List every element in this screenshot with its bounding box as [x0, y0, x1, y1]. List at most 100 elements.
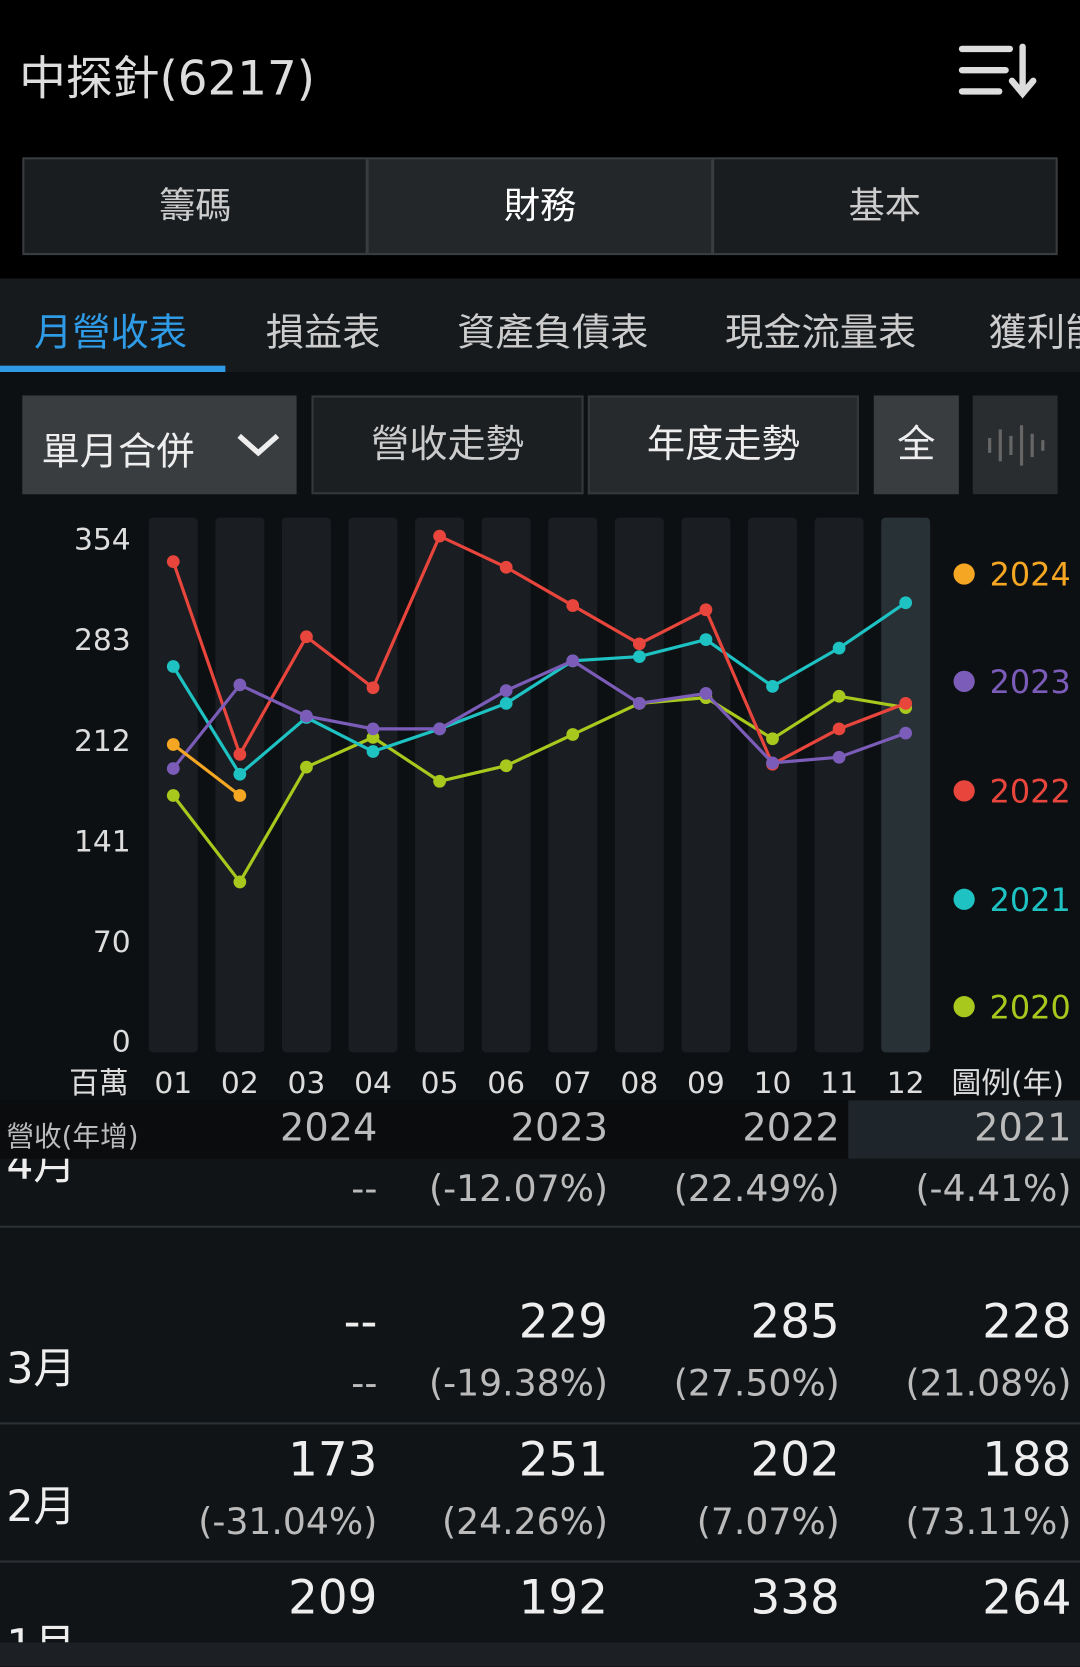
revenue-value: 264 [982, 1571, 1072, 1626]
point [632, 696, 646, 710]
yoy-growth: -- [351, 1168, 378, 1211]
subtab[interactable]: 獲利能力 [988, 311, 1080, 356]
subtab[interactable]: 現金流量表 [724, 311, 917, 356]
point [632, 650, 646, 663]
revenue-value: 229 [518, 1294, 609, 1349]
x-tick-label: 05 [421, 1066, 459, 1101]
point [566, 599, 580, 612]
legend-label: 2023 [990, 663, 1071, 701]
point [433, 529, 446, 543]
point [699, 633, 713, 646]
header-cell: 2024 [279, 1106, 378, 1151]
point [366, 681, 380, 695]
y-tick-label: 0 [112, 1024, 131, 1059]
point [766, 732, 779, 746]
header-cell: 2023 [510, 1106, 609, 1151]
table-row: 1月 209 (8.62%) 192 (-43.22%) 338 (28.00%) 264 (5… [0, 1563, 1080, 1642]
x-tick-label: 07 [554, 1066, 592, 1101]
column-band [281, 517, 331, 1053]
x-tick-label: 11 [820, 1066, 858, 1101]
point [366, 722, 380, 736]
legend-dot [953, 996, 975, 1018]
x-tick-label: 08 [620, 1066, 658, 1101]
yoy-growth: (27.50%) [673, 1362, 840, 1406]
revenue-value: 173 [288, 1432, 378, 1488]
subtab[interactable]: 資產負債表 [457, 311, 649, 356]
tab[interactable]: 籌碼 [24, 159, 370, 253]
x-tick-label: 02 [221, 1066, 259, 1101]
bottom-nav [0, 1642, 1080, 1667]
point [566, 654, 580, 668]
y-unit-label: 百萬 [69, 1066, 129, 1101]
subtab-underline [0, 365, 226, 373]
legend-dot [953, 563, 975, 585]
tab[interactable]: 財務 [369, 159, 714, 253]
point [166, 660, 180, 673]
subtab[interactable]: 損益表 [265, 311, 381, 356]
column-band [215, 517, 265, 1053]
x-tick-label: 09 [687, 1066, 725, 1101]
revenue-value: 192 [518, 1571, 609, 1626]
point [566, 728, 580, 741]
revenue-value: 228 [982, 1294, 1072, 1349]
revenue-value: 285 [750, 1294, 840, 1349]
y-tick-label: 283 [74, 623, 131, 658]
legend-label: 2020 [990, 988, 1071, 1026]
legend-dot [953, 780, 975, 802]
yoy-growth: (24.26%) [442, 1500, 609, 1544]
wave-button[interactable] [972, 395, 1058, 495]
point [499, 560, 513, 574]
point [233, 678, 247, 692]
column-band [748, 517, 797, 1053]
legend-title: 圖例(年) [951, 1066, 1063, 1101]
point [699, 603, 713, 617]
subtab[interactable]: 月營收表 [34, 311, 188, 356]
tab[interactable]: 基本 [713, 159, 1056, 253]
point [899, 726, 913, 740]
column-band [881, 517, 931, 1053]
all-button[interactable]: 全 [873, 395, 959, 495]
dropdown-label: 單月合併 [41, 430, 195, 475]
point [300, 709, 313, 723]
button[interactable]: 年度走勢 [587, 395, 859, 495]
dropdown[interactable]: 單月合併 [22, 395, 297, 495]
point [300, 630, 313, 644]
series-line [171, 601, 907, 777]
header-cell: 營收(年增) [6, 1121, 139, 1154]
column-band [548, 517, 598, 1053]
legend-label: 2024 [990, 556, 1071, 594]
tab-bar: 籌碼 財務 基本 [22, 157, 1058, 256]
point [166, 555, 180, 568]
header-cell: 2021 [974, 1106, 1072, 1151]
point [233, 875, 247, 889]
yoy-growth: -- [351, 1362, 378, 1406]
sort-icon[interactable] [957, 43, 1038, 103]
x-tick-label: 01 [154, 1066, 192, 1101]
yoy-growth: (-19.38%) [428, 1362, 609, 1406]
point [899, 596, 913, 610]
button[interactable]: 營收走勢 [311, 395, 584, 495]
table-row: 4月 -- (-12.07%) (22.49%) (-4.41%) [0, 1100, 1080, 1228]
y-tick-label: 70 [93, 925, 131, 960]
table-row: 2月 173 (-31.04%) 251 (24.26%) 202 (7.07%) 188 (7… [0, 1424, 1080, 1563]
point [499, 696, 513, 710]
series-line [172, 694, 906, 885]
point [433, 774, 446, 788]
x-tick-label: 04 [354, 1066, 392, 1101]
yoy-growth: (8.62%) [234, 1639, 377, 1642]
legend-dot [953, 888, 975, 910]
point [899, 696, 913, 710]
revenue-value: 251 [518, 1432, 609, 1488]
y-tick-label: 212 [74, 724, 131, 759]
point [699, 687, 713, 700]
point [233, 789, 247, 802]
point [832, 689, 846, 703]
series-line [171, 533, 907, 767]
column-band [614, 517, 664, 1053]
point [632, 637, 646, 651]
point [766, 756, 779, 770]
x-tick-label: 12 [887, 1066, 925, 1101]
series-line [172, 743, 241, 797]
revenue-value: 209 [288, 1571, 378, 1626]
